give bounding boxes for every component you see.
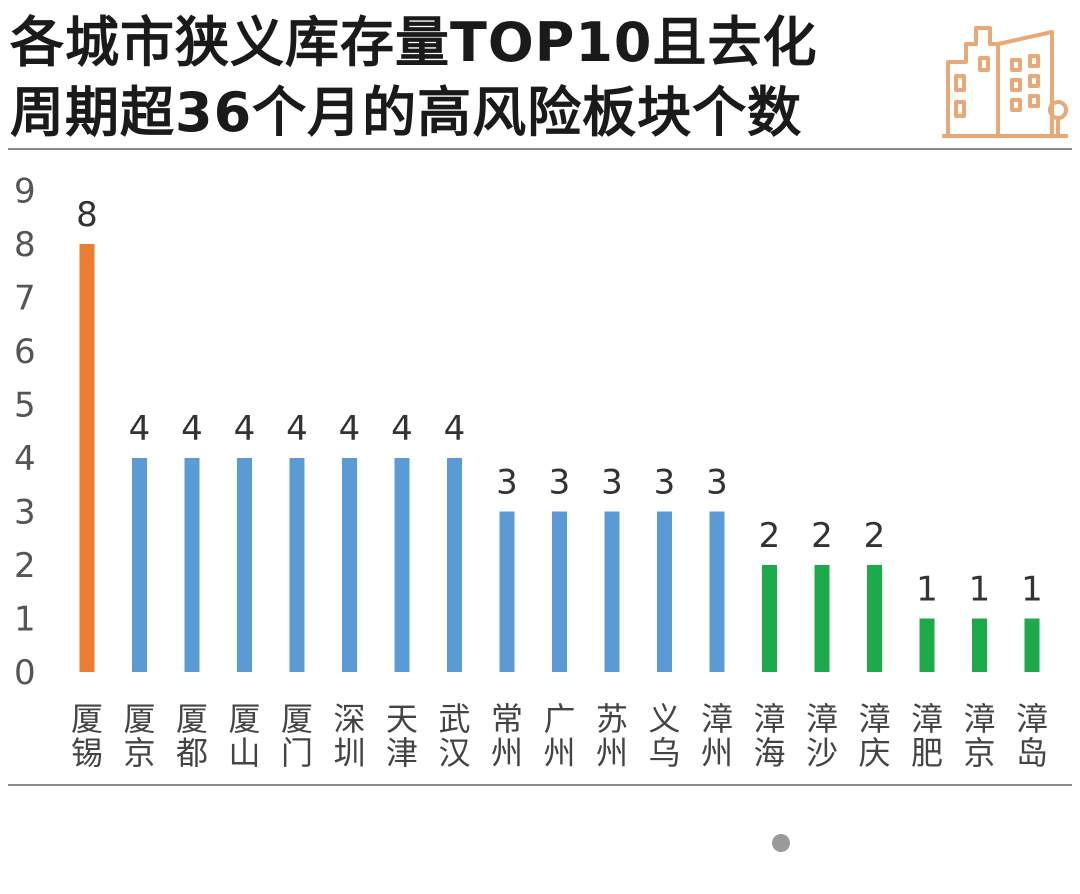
y-tick-label: 4 [14,439,36,479]
x-tick-label: 厦 [176,700,208,738]
x-tick-label: 津 [386,734,418,772]
y-tick-label: 7 [14,279,36,319]
bar [762,565,777,672]
top-divider [8,148,1072,150]
x-tick-label: 州 [701,734,733,772]
bar [919,618,935,672]
y-tick-label: 1 [14,600,36,640]
bar [394,458,410,672]
x-tick-label: 京 [963,734,995,772]
data-label: 1 [969,570,991,610]
x-tick-label: 漳 [858,700,890,738]
x-tick-label: 苏 [596,700,628,738]
x-tick-label: 漳 [963,700,995,738]
bar [184,458,200,672]
bar [604,511,620,672]
x-tick-label: 漳 [911,700,943,738]
x-tick-label: 广 [543,700,575,738]
data-label: 1 [916,570,938,610]
x-tick-label: 京 [123,734,155,772]
bar [237,458,252,672]
x-tick-label: 锡 [71,734,103,772]
data-label: 1 [1021,570,1043,610]
y-tick-label: 5 [14,386,36,426]
y-tick-label: 2 [14,546,36,586]
bar [1024,618,1040,672]
chart-title: 各城市狭义库存量TOP10且去化 周期超36个月的高风险板块个数 [10,8,930,148]
y-tick-label: 3 [14,493,36,533]
data-label: 2 [811,516,833,556]
data-label: 4 [444,409,466,449]
x-tick-label: 义 [648,700,680,738]
x-tick-label: 厦 [71,700,103,738]
bar [657,511,672,672]
x-tick-label: 漳 [753,700,785,738]
x-tick-label: 沙 [806,734,838,772]
x-tick-label: 乌 [648,734,680,772]
data-label: 8 [76,195,98,235]
x-tick-label: 常 [491,700,523,738]
data-label: 4 [181,409,203,449]
x-tick-label: 肥 [911,734,943,772]
bar [79,244,95,672]
x-tick-label: 漳 [1016,700,1048,738]
data-label: 4 [286,409,308,449]
bar [709,511,725,672]
x-tick-label: 州 [596,734,628,772]
x-tick-label: 海 [753,734,785,772]
x-tick-label: 岛 [1016,734,1048,772]
bar [814,565,830,672]
x-tick-label: 圳 [333,734,365,772]
x-tick-label: 山 [228,734,260,772]
data-label: 2 [759,516,781,556]
y-tick-label: 8 [14,225,36,265]
bar [552,511,567,672]
data-label: 4 [391,409,413,449]
data-label: 3 [549,463,571,503]
bar-chart: 01234567898厦锡4厦京4厦都4厦山4厦门4深圳4天津4武汉3常州3广州… [14,172,1048,773]
city-buildings-icon [942,26,1068,138]
title-line-1: 各城市狭义库存量TOP10且去化 [10,11,818,74]
bar [289,458,305,672]
data-label: 4 [339,409,361,449]
data-label: 2 [864,516,886,556]
x-tick-label: 漳 [701,700,733,738]
data-label: 3 [706,463,728,503]
x-tick-label: 州 [491,734,523,772]
data-label: 3 [654,463,676,503]
x-tick-label: 厦 [123,700,155,738]
data-label: 3 [601,463,623,503]
dot-icon [772,834,790,852]
x-tick-label: 深 [333,700,365,738]
x-tick-label: 武 [438,700,470,738]
title-line-2: 周期超36个月的高风险板块个数 [10,81,803,144]
data-label: 3 [496,463,518,503]
y-tick-label: 6 [14,332,36,372]
bottom-divider [8,784,1072,786]
x-tick-label: 州 [543,734,575,772]
data-label: 4 [234,409,256,449]
y-tick-label: 0 [14,653,36,693]
x-tick-label: 都 [176,734,208,772]
x-tick-label: 庆 [858,734,890,772]
y-tick-label: 9 [14,172,36,212]
x-tick-label: 厦 [228,700,260,738]
bar [867,565,882,672]
x-tick-label: 天 [386,700,418,738]
bar [499,511,515,672]
bar [132,458,147,672]
data-label: 4 [129,409,151,449]
x-tick-label: 门 [281,734,313,772]
bar [447,458,462,672]
x-tick-label: 漳 [806,700,838,738]
x-tick-label: 汉 [438,734,470,772]
bar [342,458,357,672]
x-tick-label: 厦 [281,700,313,738]
bar [972,618,987,672]
